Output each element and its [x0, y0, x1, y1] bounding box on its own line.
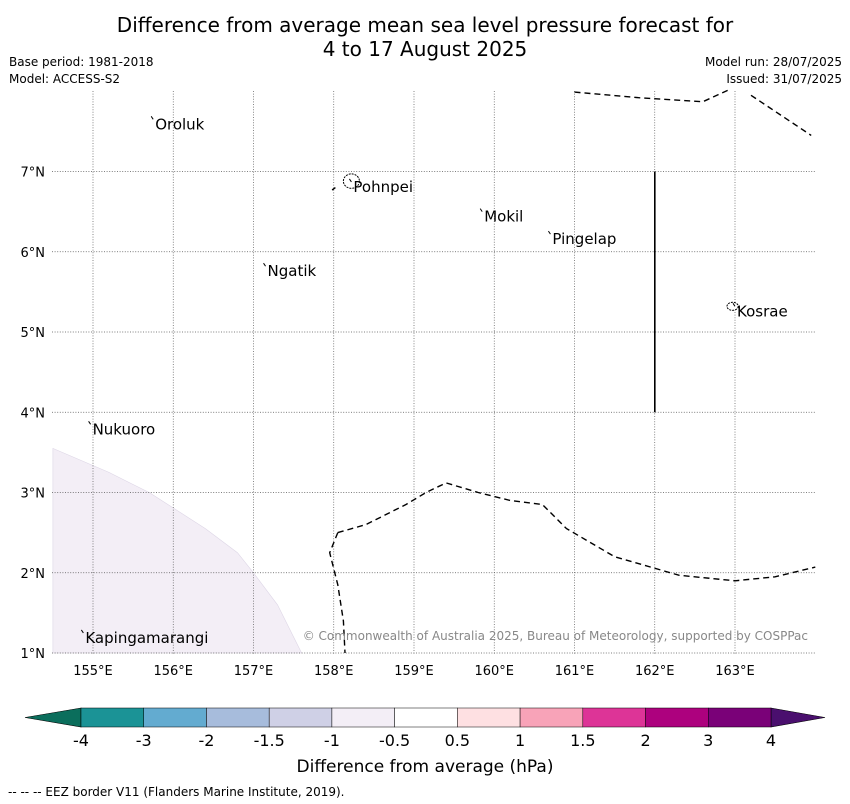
colorbar-bin: [394, 707, 458, 728]
lon-tick-label: 162°E: [635, 664, 675, 679]
place-marker: [150, 116, 154, 120]
place-label: Pingelap: [552, 230, 616, 248]
place-marker: [80, 629, 84, 634]
colorbar-bin: [519, 707, 584, 728]
colorbar-bin: [457, 707, 521, 728]
axis-tick-labels: 155°E 156°E 157°E 158°E 159°E 160°E 161°E 162°E…: [21, 166, 755, 680]
eez-border-line: [750, 94, 812, 136]
lon-tick-label: 160°E: [474, 664, 514, 679]
eez-border-line: [328, 532, 346, 654]
colorbar-tick-label: -1.5: [254, 731, 285, 750]
lat-tick-label: 2°N: [21, 567, 46, 582]
colorbar-bin: [268, 707, 333, 728]
place-label: Mokil: [484, 208, 523, 226]
colorbar-bin: [645, 707, 709, 728]
lon-tick-label: 156°E: [153, 664, 193, 679]
lat-tick-label: 5°N: [21, 326, 46, 341]
colorbar-under-arrow: [24, 707, 82, 728]
colorbar-tick-label: 3: [703, 731, 713, 750]
lon-tick-label: 163°E: [715, 664, 755, 679]
anomaly-region-shading: [52, 447, 303, 654]
base-period-text: Base period: 1981-2018: [9, 55, 154, 69]
lat-tick-label: 7°N: [21, 166, 46, 181]
issued-text: Issued: 31/07/2025: [726, 72, 842, 86]
eez-border-line: [337, 482, 816, 582]
eez-border-line: [574, 88, 732, 103]
colorbar-tick-label: -1: [324, 731, 340, 750]
meta-right: Model run: 28/07/2025 Issued: 31/07/2025: [705, 54, 842, 88]
colorbar-tick-label: 1: [515, 731, 525, 750]
lon-tick-label: 158°E: [314, 664, 354, 679]
lat-tick-label: 3°N: [21, 487, 46, 502]
colorbar-tick-label: -4: [73, 731, 89, 750]
place-label: Kapingamarangi: [85, 629, 208, 647]
colorbar-bin: [582, 707, 646, 728]
colorbar-tick-label: -3: [136, 731, 152, 750]
island-outline: [726, 301, 739, 311]
lat-tick-label: 4°N: [21, 406, 46, 421]
colorbar-bin: [708, 707, 772, 728]
colorbar-tick-label: 1.5: [570, 731, 595, 750]
colorbar-bin: [80, 707, 144, 728]
colorbar-bin: [143, 707, 207, 728]
place-marker: [479, 208, 483, 212]
colorbar-over-arrow: [770, 707, 826, 728]
colorbar-tick-label: -0.5: [379, 731, 410, 750]
map-title-line-1: Difference from average mean sea level p…: [116, 13, 734, 37]
place-marker: [548, 230, 551, 235]
meta-left: Base period: 1981-2018 Model: ACCESS-S2: [9, 54, 154, 88]
model-text: Model: ACCESS-S2: [9, 72, 121, 86]
colorbar-bin: [206, 707, 270, 728]
lon-tick-label: 159°E: [394, 664, 434, 679]
place-marker: [263, 262, 266, 267]
place-labels: Oroluk Pohnpei Mokil Pingelap Ngatik Kosrae Nu…: [80, 115, 788, 647]
colorbar-label: Difference from average (hPa): [297, 757, 554, 777]
model-run-text: Model run: 28/07/2025: [704, 55, 842, 69]
place-label: Oroluk: [155, 115, 204, 133]
place-label: Ngatik: [268, 262, 317, 280]
colorbar-bin: [331, 707, 395, 728]
eez-legend-footer: -- -- -- EEZ border V11 (Flanders Marine…: [8, 785, 345, 799]
place-label: Nukuoro: [93, 420, 156, 438]
colorbar-tick-label: 2: [640, 731, 650, 750]
colorbar: -4 -3 -2 -1.5 -1 -0.5 0.5 1 1.5 2 3 4: [24, 707, 826, 750]
colorbar-tick-label: 0.5: [445, 731, 470, 750]
place-marker: [348, 178, 352, 183]
colorbar-tick-label: -2: [198, 731, 214, 750]
lat-tick-label: 6°N: [21, 246, 46, 261]
colorbar-tick-label: 4: [766, 731, 776, 750]
place-marker: [88, 421, 92, 425]
lat-tick-label: 1°N: [21, 647, 46, 662]
eez-border-line: [331, 187, 336, 191]
place-label: Kosrae: [737, 302, 788, 320]
map-title-line-2: 4 to 17 August 2025: [322, 37, 528, 61]
lon-tick-label: 157°E: [234, 664, 274, 679]
lon-tick-label: 161°E: [555, 664, 595, 679]
map-title: Difference from average mean sea level p…: [0, 13, 850, 61]
eez-border-layer: [328, 88, 816, 654]
place-marker: [732, 303, 736, 307]
lon-tick-label: 155°E: [73, 664, 113, 679]
copyright-notice: © Commonwealth of Australia 2025, Bureau…: [303, 629, 808, 643]
place-label: Pohnpei: [353, 178, 413, 196]
anomaly-region-layer: [52, 447, 303, 654]
